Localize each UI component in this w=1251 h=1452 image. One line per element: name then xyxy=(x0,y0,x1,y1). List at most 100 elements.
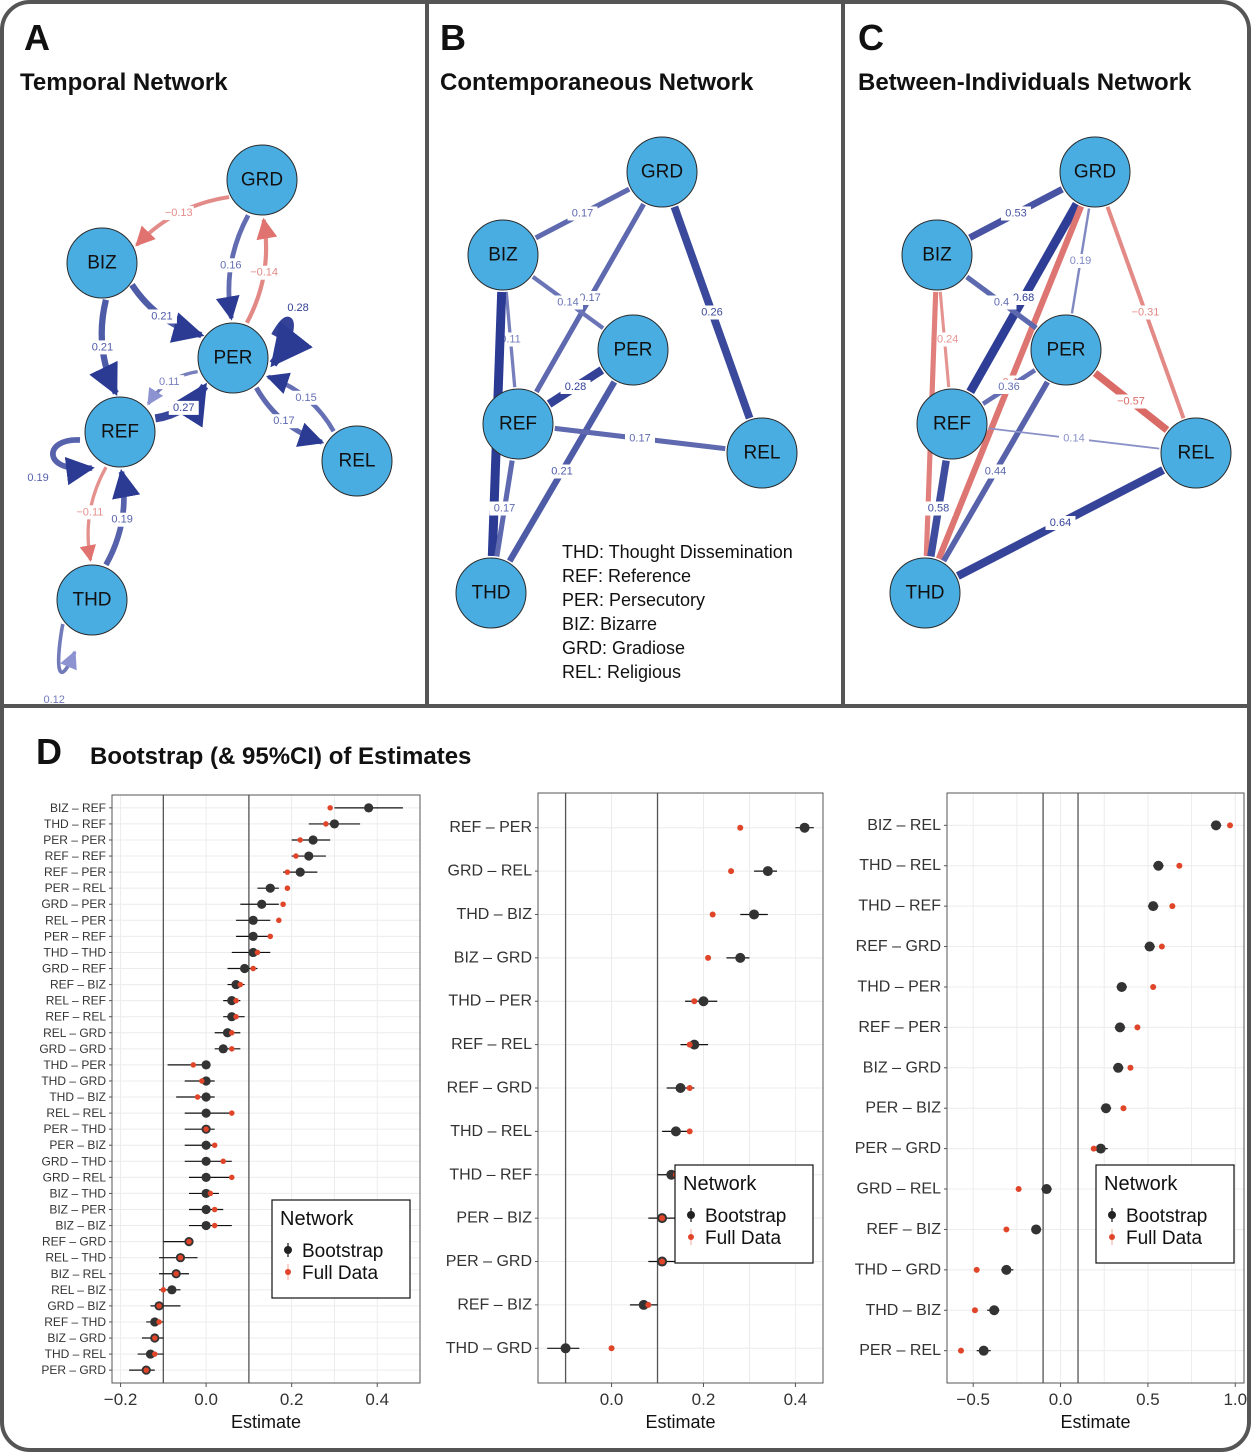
node-legend: THD: Thought Dissemination REF: Referenc… xyxy=(562,542,793,682)
full-data-point xyxy=(686,1041,693,1048)
legend-line-6: REL: Religious xyxy=(562,662,681,682)
bootstrap-point xyxy=(150,1317,160,1327)
full-data-point xyxy=(229,1110,235,1116)
y-tick-label: GRD – REF xyxy=(42,962,106,976)
panel-d-letter: D xyxy=(36,731,62,772)
edge-label: 0.58 xyxy=(928,503,949,515)
edge-label: 0.27 xyxy=(173,402,194,414)
bootstrap-point xyxy=(989,1305,1000,1316)
edge-label: 0.17 xyxy=(572,208,593,220)
edge-label-bg xyxy=(291,390,322,405)
edge-label: 0.19 xyxy=(27,472,48,484)
y-tick-label: THD – GRD xyxy=(855,1261,941,1278)
edge-label: 0.21 xyxy=(92,341,113,353)
panel-a-letter: A xyxy=(24,17,50,58)
edge-label-bg xyxy=(553,295,583,310)
edge-PER-PER xyxy=(269,316,313,368)
full-data-point xyxy=(267,933,274,940)
edge-label-bg xyxy=(249,265,280,280)
edge-REF-REF xyxy=(50,437,95,486)
node-label-rel: REL xyxy=(339,451,376,472)
bootstrap-point xyxy=(735,952,746,963)
y-tick-label: REF – REL xyxy=(451,1036,532,1053)
y-tick-label: REF – REL xyxy=(45,1010,106,1024)
bootstrap-point xyxy=(1153,860,1164,871)
full-data-point xyxy=(156,1303,162,1309)
node-per xyxy=(597,314,669,386)
plot-frame xyxy=(946,792,1245,1384)
node-grd xyxy=(626,136,698,208)
full-data-point xyxy=(211,1206,218,1213)
full-data-point xyxy=(143,1367,149,1373)
full-data-point xyxy=(211,1222,218,1229)
full-data-point xyxy=(1158,943,1165,950)
y-tick-label: THD – REF xyxy=(44,817,106,831)
full-data-point xyxy=(186,1238,192,1245)
x-tick-label: 0.0 xyxy=(600,1390,624,1409)
edge-label-bg xyxy=(146,309,177,324)
y-tick-label: THD – PER xyxy=(857,978,941,995)
node-label-thd: THD xyxy=(471,583,510,604)
edge-label: 0.19 xyxy=(111,514,132,526)
legend-full-marker xyxy=(688,1234,694,1240)
full-data-point xyxy=(199,1078,205,1084)
edge-label: 0.14 xyxy=(557,297,578,309)
y-tick-label: PER – GRD xyxy=(41,1363,106,1377)
y-tick-label: THD – GRD xyxy=(446,1340,532,1357)
bootstrap-point xyxy=(201,1156,211,1166)
edge-label: 0.17 xyxy=(494,503,515,515)
node-rel xyxy=(321,425,393,497)
legend-bootstrap-label: Bootstrap xyxy=(302,1241,383,1262)
node-label-grd: GRD xyxy=(641,162,683,183)
full-data-point xyxy=(1120,1105,1127,1112)
panel-b-title: Contemporaneous Network xyxy=(440,69,754,96)
full-data-point xyxy=(1227,822,1234,829)
panel-d-title: Bootstrap (& 95%CI) of Estimates xyxy=(90,743,471,770)
y-tick-label: PER – BIZ xyxy=(456,1210,532,1227)
bootstrap-point xyxy=(265,883,275,893)
temporal-network: −0.130.16−0.140.210.210.280.110.270.170.… xyxy=(27,144,393,706)
bootstrap-point xyxy=(308,835,318,845)
legend-box xyxy=(1095,1164,1235,1264)
x-axis-title: Estimate xyxy=(1060,1412,1130,1432)
bootstrap-plot-between: BIZ – REL THD – REL THD – REF REF – GRD THD … xyxy=(855,792,1247,1432)
full-data-point xyxy=(203,1126,209,1132)
bootstrap-point xyxy=(749,909,760,920)
bootstrap-plot-temporal: BIZ – REF THD – REF PER – PER REF – REF REF … xyxy=(39,794,421,1432)
edge-label: 0.12 xyxy=(43,694,64,706)
y-tick-label: PER – REF xyxy=(44,929,106,943)
edge-label-bg xyxy=(567,206,598,221)
y-tick-label: REF – BIZ xyxy=(866,1221,941,1238)
full-data-point xyxy=(691,998,698,1005)
edge-label: 0.28 xyxy=(287,302,308,314)
y-tick-label: PER – BIZ xyxy=(49,1138,106,1152)
full-data-point xyxy=(280,901,286,908)
legend-full-label: Full Data xyxy=(302,1263,378,1284)
bootstrap-point xyxy=(248,915,258,925)
edge-GRD-BIZ xyxy=(135,195,230,247)
bootstrap-point xyxy=(1114,1022,1125,1033)
legend-bootstrap-marker xyxy=(687,1211,695,1219)
node-label-rel: REL xyxy=(1178,443,1215,464)
node-label-per: PER xyxy=(213,348,252,369)
edge-label-bg xyxy=(168,400,199,415)
node-label-per: PER xyxy=(613,340,652,361)
edge-label: 0.53 xyxy=(1005,208,1026,220)
contemporaneous-network: 0.17 0.17 0.26 0.14 0.11 0.28 0.21 0.17 0.17 GRD B… xyxy=(455,136,798,629)
panel-b-letter: B xyxy=(440,17,466,58)
y-tick-label: REL – REL xyxy=(46,1106,106,1120)
full-data-point xyxy=(973,1266,980,1273)
bootstrap-point xyxy=(295,867,305,877)
y-tick-label: THD – BIZ xyxy=(456,906,532,923)
y-tick-label: REF – BIZ xyxy=(50,978,106,992)
edge-label: 0.21 xyxy=(551,466,572,478)
full-data-point xyxy=(705,954,712,961)
bootstrap-point xyxy=(257,899,267,909)
edge-label-bg xyxy=(986,295,1017,310)
full-data-point xyxy=(233,1013,239,1020)
legend-full-marker xyxy=(285,1269,291,1275)
full-data-point xyxy=(250,965,256,972)
edge-label: −0.24 xyxy=(931,334,959,346)
